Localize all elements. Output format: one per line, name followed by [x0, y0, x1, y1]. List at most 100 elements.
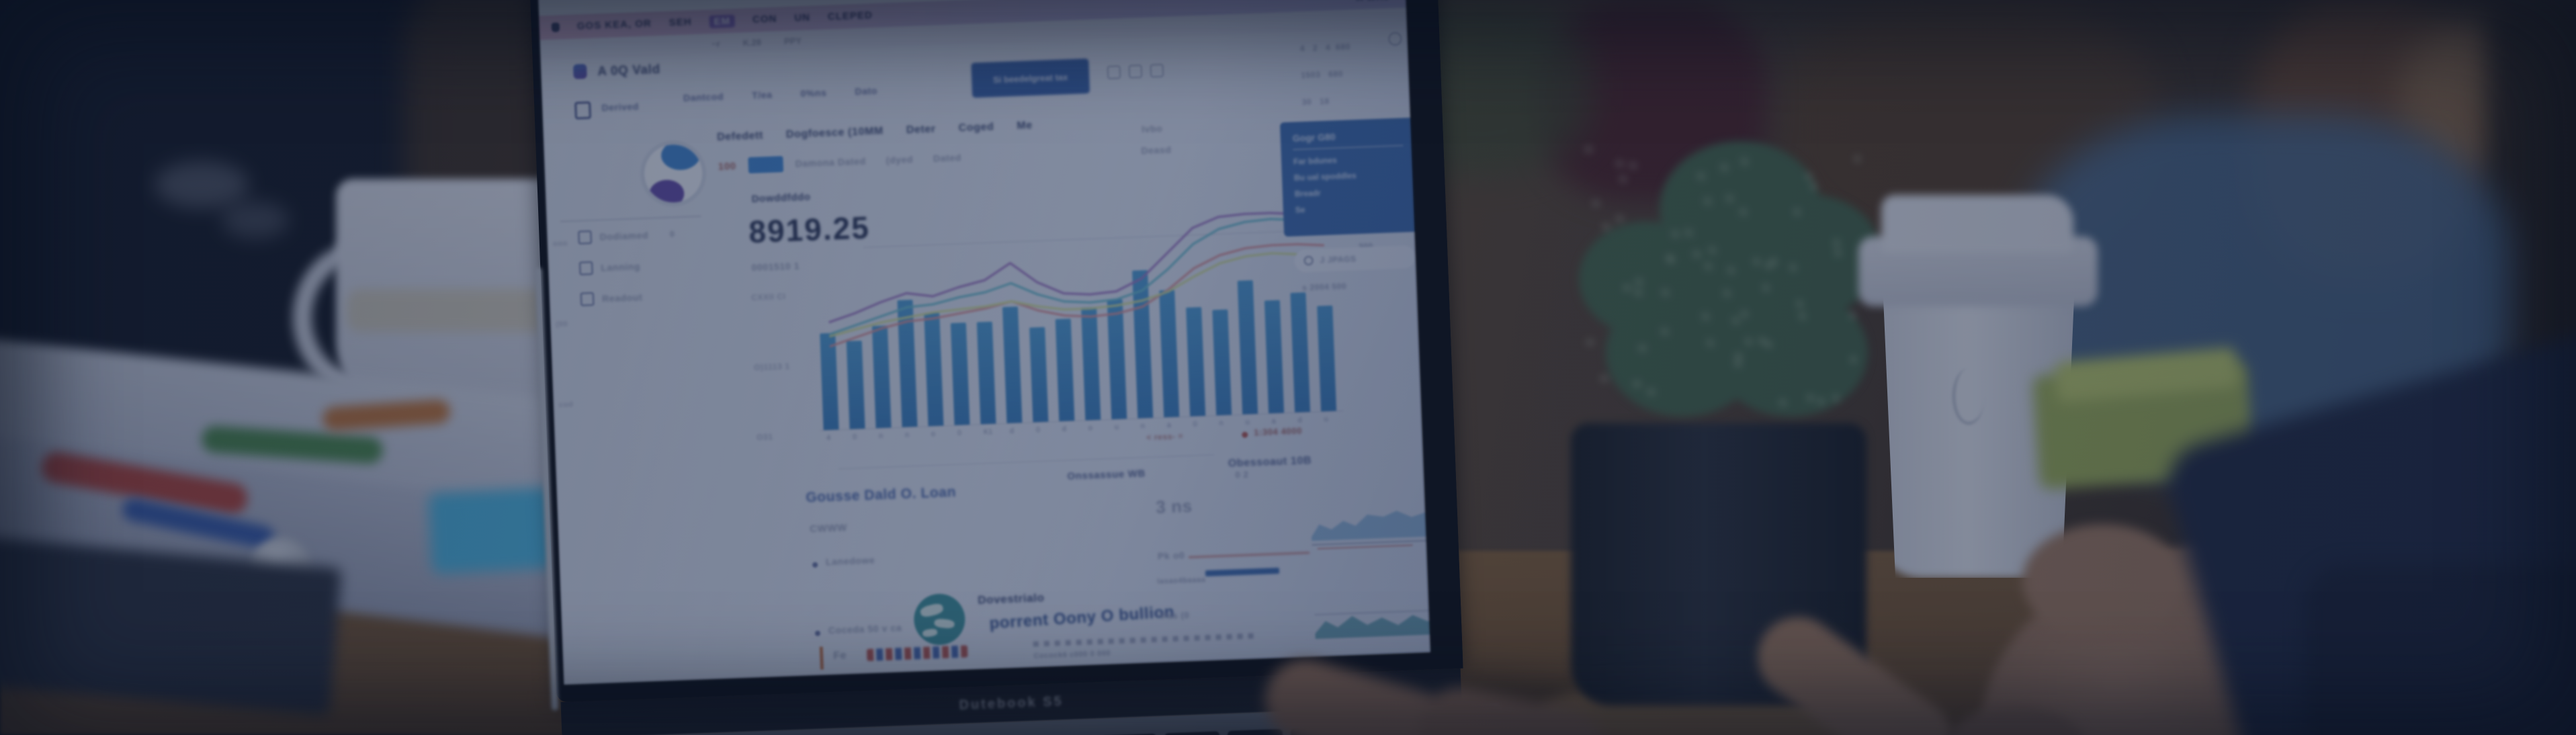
menu-item[interactable]: SEH [669, 15, 692, 28]
x-axis-label: a [1271, 417, 1276, 426]
x-axis-label: d [1062, 425, 1067, 433]
nav-item[interactable]: Dantcod [683, 91, 724, 103]
right-mini-row: 4 2 4 680 [1299, 42, 1351, 54]
plant-speckle [1851, 356, 1856, 363]
profile-subline-word: (dyed [886, 153, 914, 166]
menu-item[interactable]: CON [752, 12, 777, 26]
stat-label: Dowddfddo [751, 191, 811, 205]
bokeh-light [155, 161, 249, 208]
label-pas: Pas (0 [1161, 609, 1190, 621]
plant-speckle [1616, 161, 1623, 166]
orange-tick [819, 646, 824, 670]
sparkline-teal [1314, 609, 1430, 639]
sidebar-item-badge: 0 [669, 229, 675, 239]
profile-red-stat: 100 [718, 160, 736, 173]
paper-cup-lid-top [1881, 195, 2073, 253]
nav-item[interactable]: Dato [855, 85, 878, 97]
promo-card-line: Se [1295, 205, 1305, 215]
x-axis-label: n [904, 431, 910, 439]
x-axis-label: d [1009, 427, 1015, 435]
profile-headline-word: Deter [906, 123, 936, 136]
section-divider [838, 454, 1215, 470]
mini-red-line [1189, 552, 1310, 558]
keyboard-key [1164, 731, 1220, 735]
bullet-dot [814, 630, 821, 636]
legend-red-dot [1242, 431, 1248, 438]
plant-speckle [1616, 216, 1623, 221]
sidebar-margin-note: (00 [556, 320, 568, 329]
bullet-dot [812, 562, 818, 568]
profile-headline: Defedett Dogfoesce (10MM Deter Coged Me [717, 120, 1033, 144]
x-axis-label: n [1140, 422, 1146, 431]
nav-menu: Dantcod T/ea 0%ns Dato [683, 85, 878, 103]
profile-mini-button[interactable] [748, 156, 783, 174]
bell-icon[interactable] [1128, 64, 1143, 79]
search-pill-label: J JPAGS [1320, 254, 1357, 265]
plant-speckle [1850, 312, 1855, 319]
x-axis-label: o [931, 429, 936, 439]
x-axis-label: n [1219, 419, 1223, 428]
sidebar-divider [560, 215, 701, 222]
dark-notebook [0, 536, 342, 716]
y-axis-note: CXXII CI [750, 292, 786, 303]
avatar-donut [643, 143, 703, 204]
promo-card[interactable]: Gogr G80 Far bdunes Bu ual spoddles Breadr… [1279, 117, 1419, 237]
menu-item[interactable]: CLEPED [827, 9, 873, 23]
user-icon[interactable] [1150, 63, 1164, 78]
plant-speckle [1856, 156, 1859, 162]
tab-item[interactable]: PPY [783, 35, 802, 46]
dotted-baseline [1033, 633, 1255, 647]
gear-icon[interactable] [1388, 32, 1402, 46]
profile-headline-word: Defedett [716, 130, 764, 143]
menu-item[interactable]: UN [793, 11, 811, 24]
right-mini-row: 30 18 [1301, 96, 1330, 107]
search-icon [1303, 255, 1314, 266]
tab-item[interactable]: ~r [711, 38, 720, 49]
grid-icon[interactable] [1107, 65, 1121, 79]
sidebar-item-label: Readout [601, 292, 643, 304]
sidebar-item-icon [578, 261, 593, 275]
profile-subline-word: Dated [933, 152, 962, 164]
sidebar-item[interactable]: Readout [580, 290, 643, 306]
list-item-subtitle[interactable]: porrent Oony O bullion [988, 603, 1175, 633]
mini-blue-bar [1205, 567, 1280, 577]
promo-card-line: Far bdunes [1293, 155, 1338, 167]
sidebar-item-label: Dodiamed [599, 229, 649, 243]
label-dots: Cocock6 c000 0 000 [1033, 649, 1111, 660]
nav-item[interactable]: 0%ns [800, 87, 827, 99]
legend-red-text: 1:304 4000 [1253, 425, 1303, 438]
label-tiny: lasao4baaaa [1157, 576, 1206, 586]
right-panel-below-row: s 2004 500 [1301, 281, 1347, 293]
menu-bar-right: A WH3 [1356, 0, 1389, 3]
search-pill[interactable]: J JPAGS [1294, 245, 1416, 273]
nav-label[interactable]: Derived [601, 101, 640, 114]
y-axis-note: O31 [756, 432, 773, 442]
sidebar-item[interactable]: Lanning [578, 259, 641, 275]
tab-item[interactable]: K.28 [742, 36, 762, 48]
menu-item[interactable]: GOS KEA, OR [576, 17, 652, 32]
app-title: A 0Q Vald [597, 62, 661, 79]
chart-line-purple [828, 212, 1324, 324]
x-axis-label: 0 [1035, 426, 1041, 435]
stat-sub: 0001510 1 [751, 260, 800, 273]
x-axis-label: d [1297, 416, 1302, 425]
laptop-brand-label: Dutebook S5 [959, 693, 1064, 713]
x-axis-label: 4 [826, 433, 831, 443]
sidebar-item-label: Lanning [601, 261, 641, 273]
download-report-button[interactable]: Si beedelgreat tax [971, 58, 1090, 98]
x-axis-label: 0 [957, 429, 962, 437]
profile-headline-word: Dogfoesce (10MM [785, 125, 884, 140]
x-axis-label: u [1324, 415, 1328, 424]
sparkline-blue [1312, 511, 1430, 550]
x-axis-label: a [1166, 421, 1172, 430]
sidebar-margin-note: cod [558, 400, 574, 409]
keyboard-key [1227, 728, 1283, 735]
right-mini-row: 1503 680 [1301, 69, 1344, 81]
bottom-bullet1: Lanedowe [825, 554, 875, 568]
list-item-title[interactable]: Dovestrialo [977, 591, 1045, 607]
dashboard-screen: GOS KEA, OR SEH EM CON UN CLEPED A WH3 ~r K.28… [538, 0, 1430, 685]
sidebar-item[interactable]: Dodiamed 0 [578, 227, 675, 245]
plant-speckle [1586, 148, 1592, 151]
menu-item[interactable]: EM [709, 14, 736, 28]
nav-item[interactable]: T/ea [751, 89, 773, 101]
